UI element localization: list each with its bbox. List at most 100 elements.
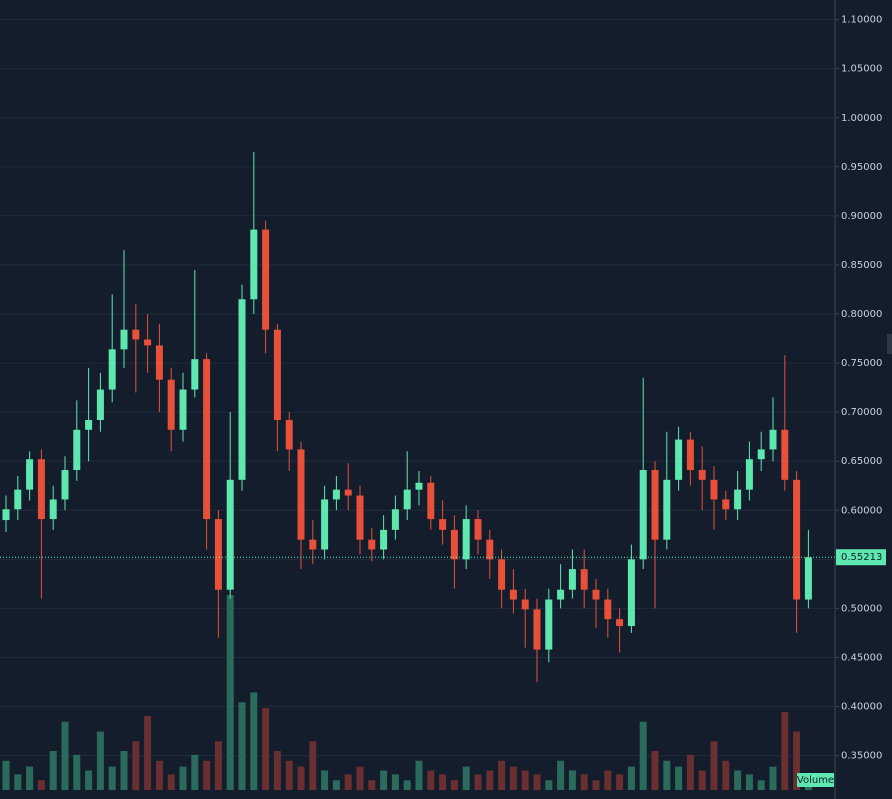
candle-body [722, 499, 730, 510]
candle-body [297, 449, 305, 540]
volume-bar [686, 754, 694, 790]
y-tick-label: 0.65000 [841, 456, 882, 467]
volume-bar [675, 766, 683, 790]
candle-body [427, 482, 435, 520]
y-tick-label: 1.05000 [841, 64, 882, 75]
candle-body [498, 559, 506, 590]
candle-body [120, 329, 128, 350]
volume-bar [191, 754, 199, 790]
volume-bar [132, 741, 140, 790]
volume-label: Volume [797, 775, 834, 786]
candle-body [61, 470, 69, 500]
candle-body [509, 589, 517, 600]
last-price-box [836, 549, 886, 566]
candle-body [545, 599, 553, 650]
volume-bar [450, 780, 458, 790]
candle-body [391, 509, 399, 530]
candle-body [651, 470, 659, 540]
volume-bar [509, 766, 517, 790]
candle-body [439, 519, 447, 530]
volume-bar [120, 751, 128, 790]
candle-body [155, 345, 163, 380]
y-tick-label: 0.40000 [841, 702, 882, 713]
volume-bar [309, 741, 317, 790]
candle-body [604, 599, 612, 620]
y-tick-label: 1.10000 [841, 15, 882, 26]
candle-body [769, 429, 777, 450]
volume-bar [321, 770, 329, 790]
volume-bar [427, 770, 435, 790]
y-tick-label: 0.60000 [841, 505, 882, 516]
candle-body [757, 449, 765, 460]
y-tick-label: 0.85000 [841, 260, 882, 271]
volume-bar [462, 766, 470, 790]
volume-bar [486, 770, 494, 790]
volume-bar [214, 741, 222, 790]
volume-bar [226, 595, 234, 790]
volume-bar [179, 766, 187, 790]
volume-bar [545, 780, 553, 790]
candle-body [804, 557, 812, 600]
volume-bar [203, 760, 211, 790]
y-tick-label: 1.00000 [841, 113, 882, 124]
candle-body [698, 470, 706, 480]
candle-body [26, 459, 34, 490]
volume-bar [568, 770, 576, 790]
volume-bar [521, 770, 529, 790]
candle-body [474, 519, 482, 540]
y-tick-label: 0.80000 [841, 309, 882, 320]
volume-bar [380, 770, 388, 790]
candle-body [793, 479, 801, 600]
candle-body [663, 479, 671, 540]
volume-bar [781, 712, 789, 790]
volume-bar [238, 702, 246, 790]
candle-body [262, 229, 270, 330]
volume-bar [285, 760, 293, 790]
volume-bar [356, 766, 364, 790]
candle-body [73, 429, 81, 471]
volume-label-box [797, 773, 834, 787]
scroll-handle[interactable] [887, 334, 892, 354]
y-tick-label: 0.50000 [841, 603, 882, 614]
volume-bar [108, 766, 116, 790]
candle-body [710, 479, 718, 500]
candle-body [203, 359, 211, 520]
y-tick-label: 0.35000 [841, 751, 882, 762]
candle-body [309, 539, 317, 550]
candle-body [533, 609, 541, 650]
candle-body [686, 439, 694, 471]
volume-bar [262, 708, 270, 790]
candle-body [557, 589, 565, 600]
volume-bar [368, 780, 376, 790]
candle-body [344, 489, 352, 496]
candle-body [144, 339, 152, 346]
candle-body [734, 489, 742, 510]
volume-bar [391, 774, 399, 790]
candle-body [380, 529, 388, 550]
candle-body [592, 589, 600, 600]
volume-bar [745, 774, 753, 790]
candle-body [639, 470, 647, 560]
candle-body [450, 529, 458, 560]
candle-body [285, 419, 293, 450]
volume-bar [61, 721, 69, 790]
volume-bar [498, 760, 506, 790]
volume-bar [793, 731, 801, 790]
volume-bar [85, 770, 93, 790]
candle-body [368, 539, 376, 550]
volume-bar [250, 692, 258, 790]
candle-body [132, 329, 140, 340]
volume-bar [651, 751, 659, 790]
volume-bar [710, 741, 718, 790]
volume-bar [155, 760, 163, 790]
candle-body [273, 329, 281, 420]
candle-body [96, 389, 104, 420]
volume-bar [627, 766, 635, 790]
candle-body [745, 459, 753, 490]
volume-bar [663, 760, 671, 790]
candle-body [214, 519, 222, 590]
y-tick-label: 0.90000 [841, 211, 882, 222]
candle-body [521, 599, 529, 610]
candle-body [462, 519, 470, 560]
